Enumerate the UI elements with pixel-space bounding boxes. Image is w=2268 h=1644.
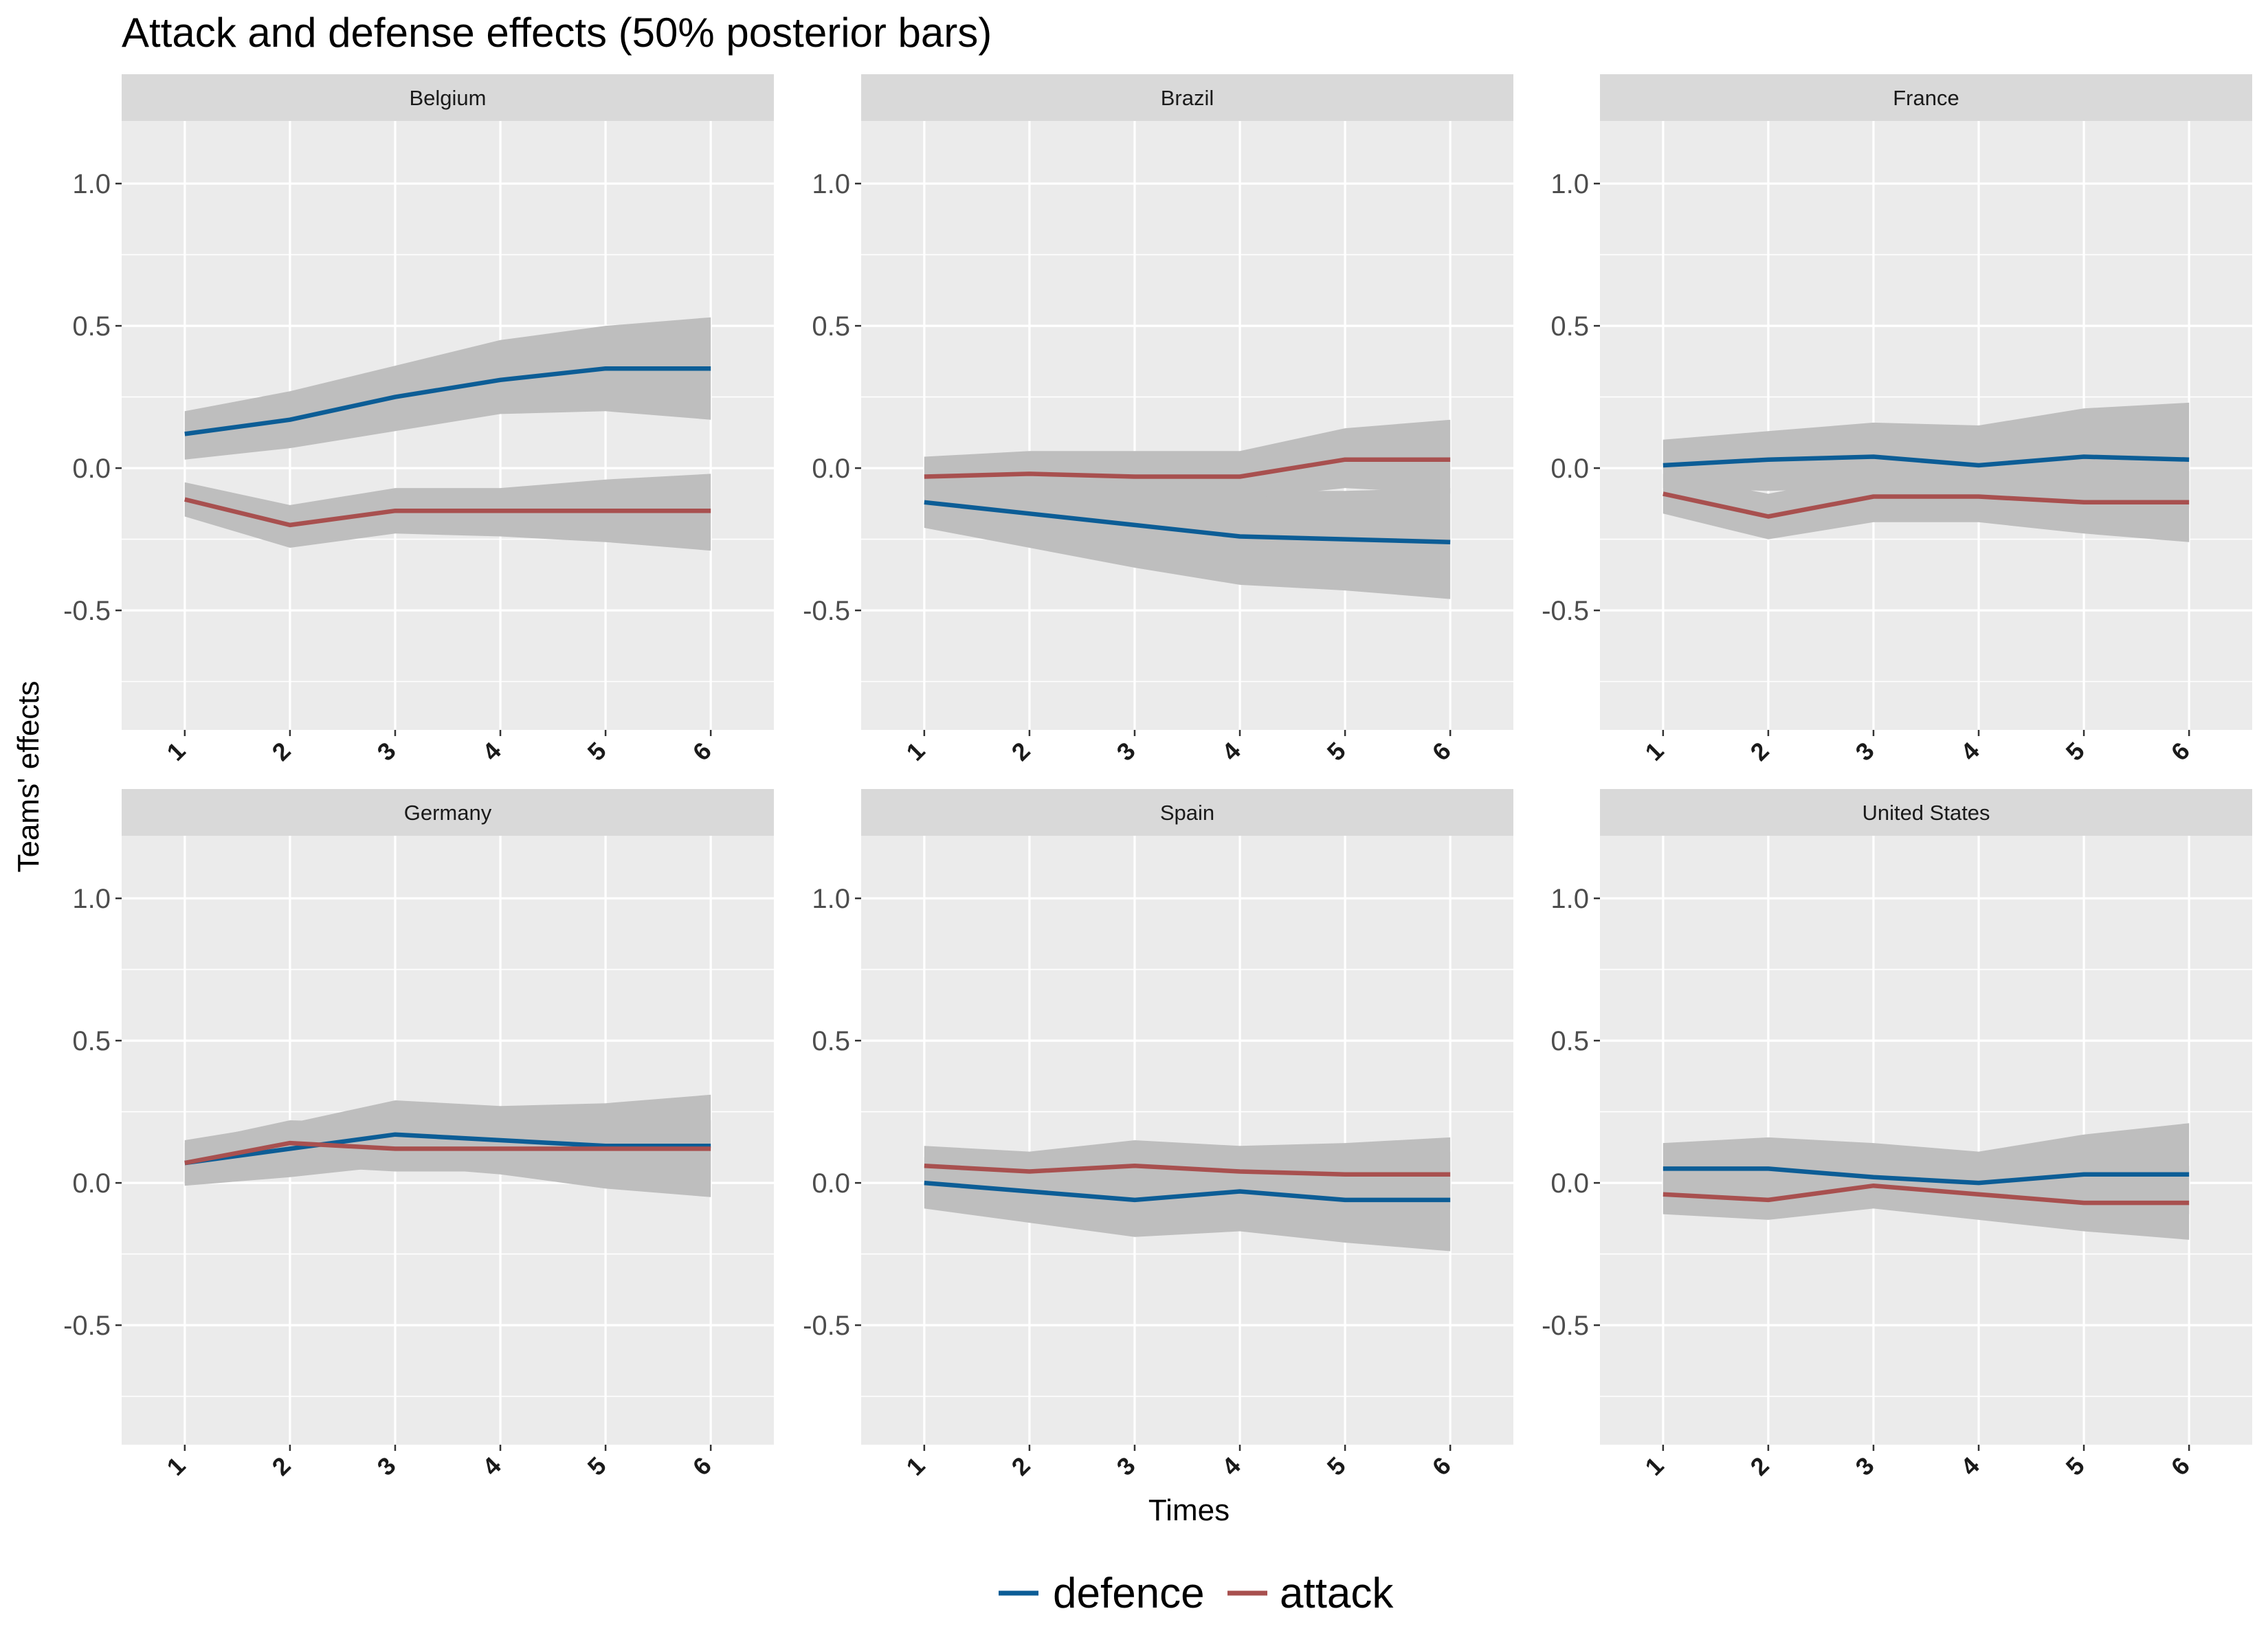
y-tick-label: -0.5 [803,1311,850,1341]
y-tick-label: 0.5 [1550,1026,1589,1056]
attack-band [184,1120,711,1184]
facet-strip [861,74,1513,121]
attack-line [1663,491,2190,519]
y-tick-label: 0.0 [812,454,850,484]
y-tick-label: 0.5 [1550,311,1589,342]
y-tick-label: 0.0 [1550,1168,1589,1199]
y-tick-label: 1.0 [1550,169,1589,199]
y-tick-label: 0.0 [1550,454,1589,484]
defence-line [924,1180,1451,1203]
x-axis-label: Times [1148,1493,1230,1527]
attack-band [1663,1163,2190,1240]
attack-line [1663,1183,2190,1206]
facet-strip [122,74,774,121]
facet-strip-label: Spain [1160,801,1214,825]
facet-strip [122,789,774,836]
facet-strip [1600,74,2252,121]
y-tick-label: 1.0 [72,884,111,914]
attack-band [924,419,1451,500]
y-tick-label: 0.0 [72,454,111,484]
y-tick-label: -0.5 [63,596,111,626]
attack-line [924,1164,1451,1177]
legend-label-defence: defence [1053,1570,1205,1617]
defence-line [1663,1166,2190,1186]
y-tick-label: 1.0 [812,169,850,199]
facet-strip-label: Brazil [1161,86,1214,110]
facet-strip-label: France [1893,86,1959,110]
facet-strip-label: Germany [404,801,492,825]
y-tick-label: 0.5 [72,1026,111,1056]
y-tick-label: 1.0 [812,884,850,914]
y-tick-label: 1.0 [72,169,111,199]
defence-band [924,476,1451,599]
facet-strip [861,789,1513,836]
y-tick-label: 0.5 [812,1026,850,1056]
y-tick-label: -0.5 [803,596,850,626]
facet-strip-label: United States [1862,801,1990,825]
defence-line [184,366,711,436]
y-tick-label: 0.0 [72,1168,111,1199]
attack-line [184,1140,711,1166]
legend: defence attack [999,1570,1394,1617]
y-tick-label: -0.5 [1542,596,1589,626]
defence-line [1663,454,2190,468]
attack-band [1663,471,2190,542]
attack-line [924,457,1451,479]
y-tick-label: 0.5 [72,311,111,342]
y-tick-label: -0.5 [1542,1311,1589,1341]
attack-band [924,1137,1451,1209]
facet-strip-label: Belgium [410,86,487,110]
y-tick-label: 0.5 [812,311,850,342]
defence-line [924,500,1451,544]
y-tick-label: -0.5 [63,1311,111,1341]
chart-title: Attack and defense effects (50% posterio… [122,10,992,56]
legend-label-attack: attack [1280,1570,1394,1617]
defence-line [184,1132,711,1166]
y-tick-label: 0.0 [812,1168,850,1199]
y-tick-label: 1.0 [1550,884,1589,914]
y-axis-label: Teams' effects [12,680,45,872]
facet-strip [1600,789,2252,836]
attack-line [184,497,711,528]
